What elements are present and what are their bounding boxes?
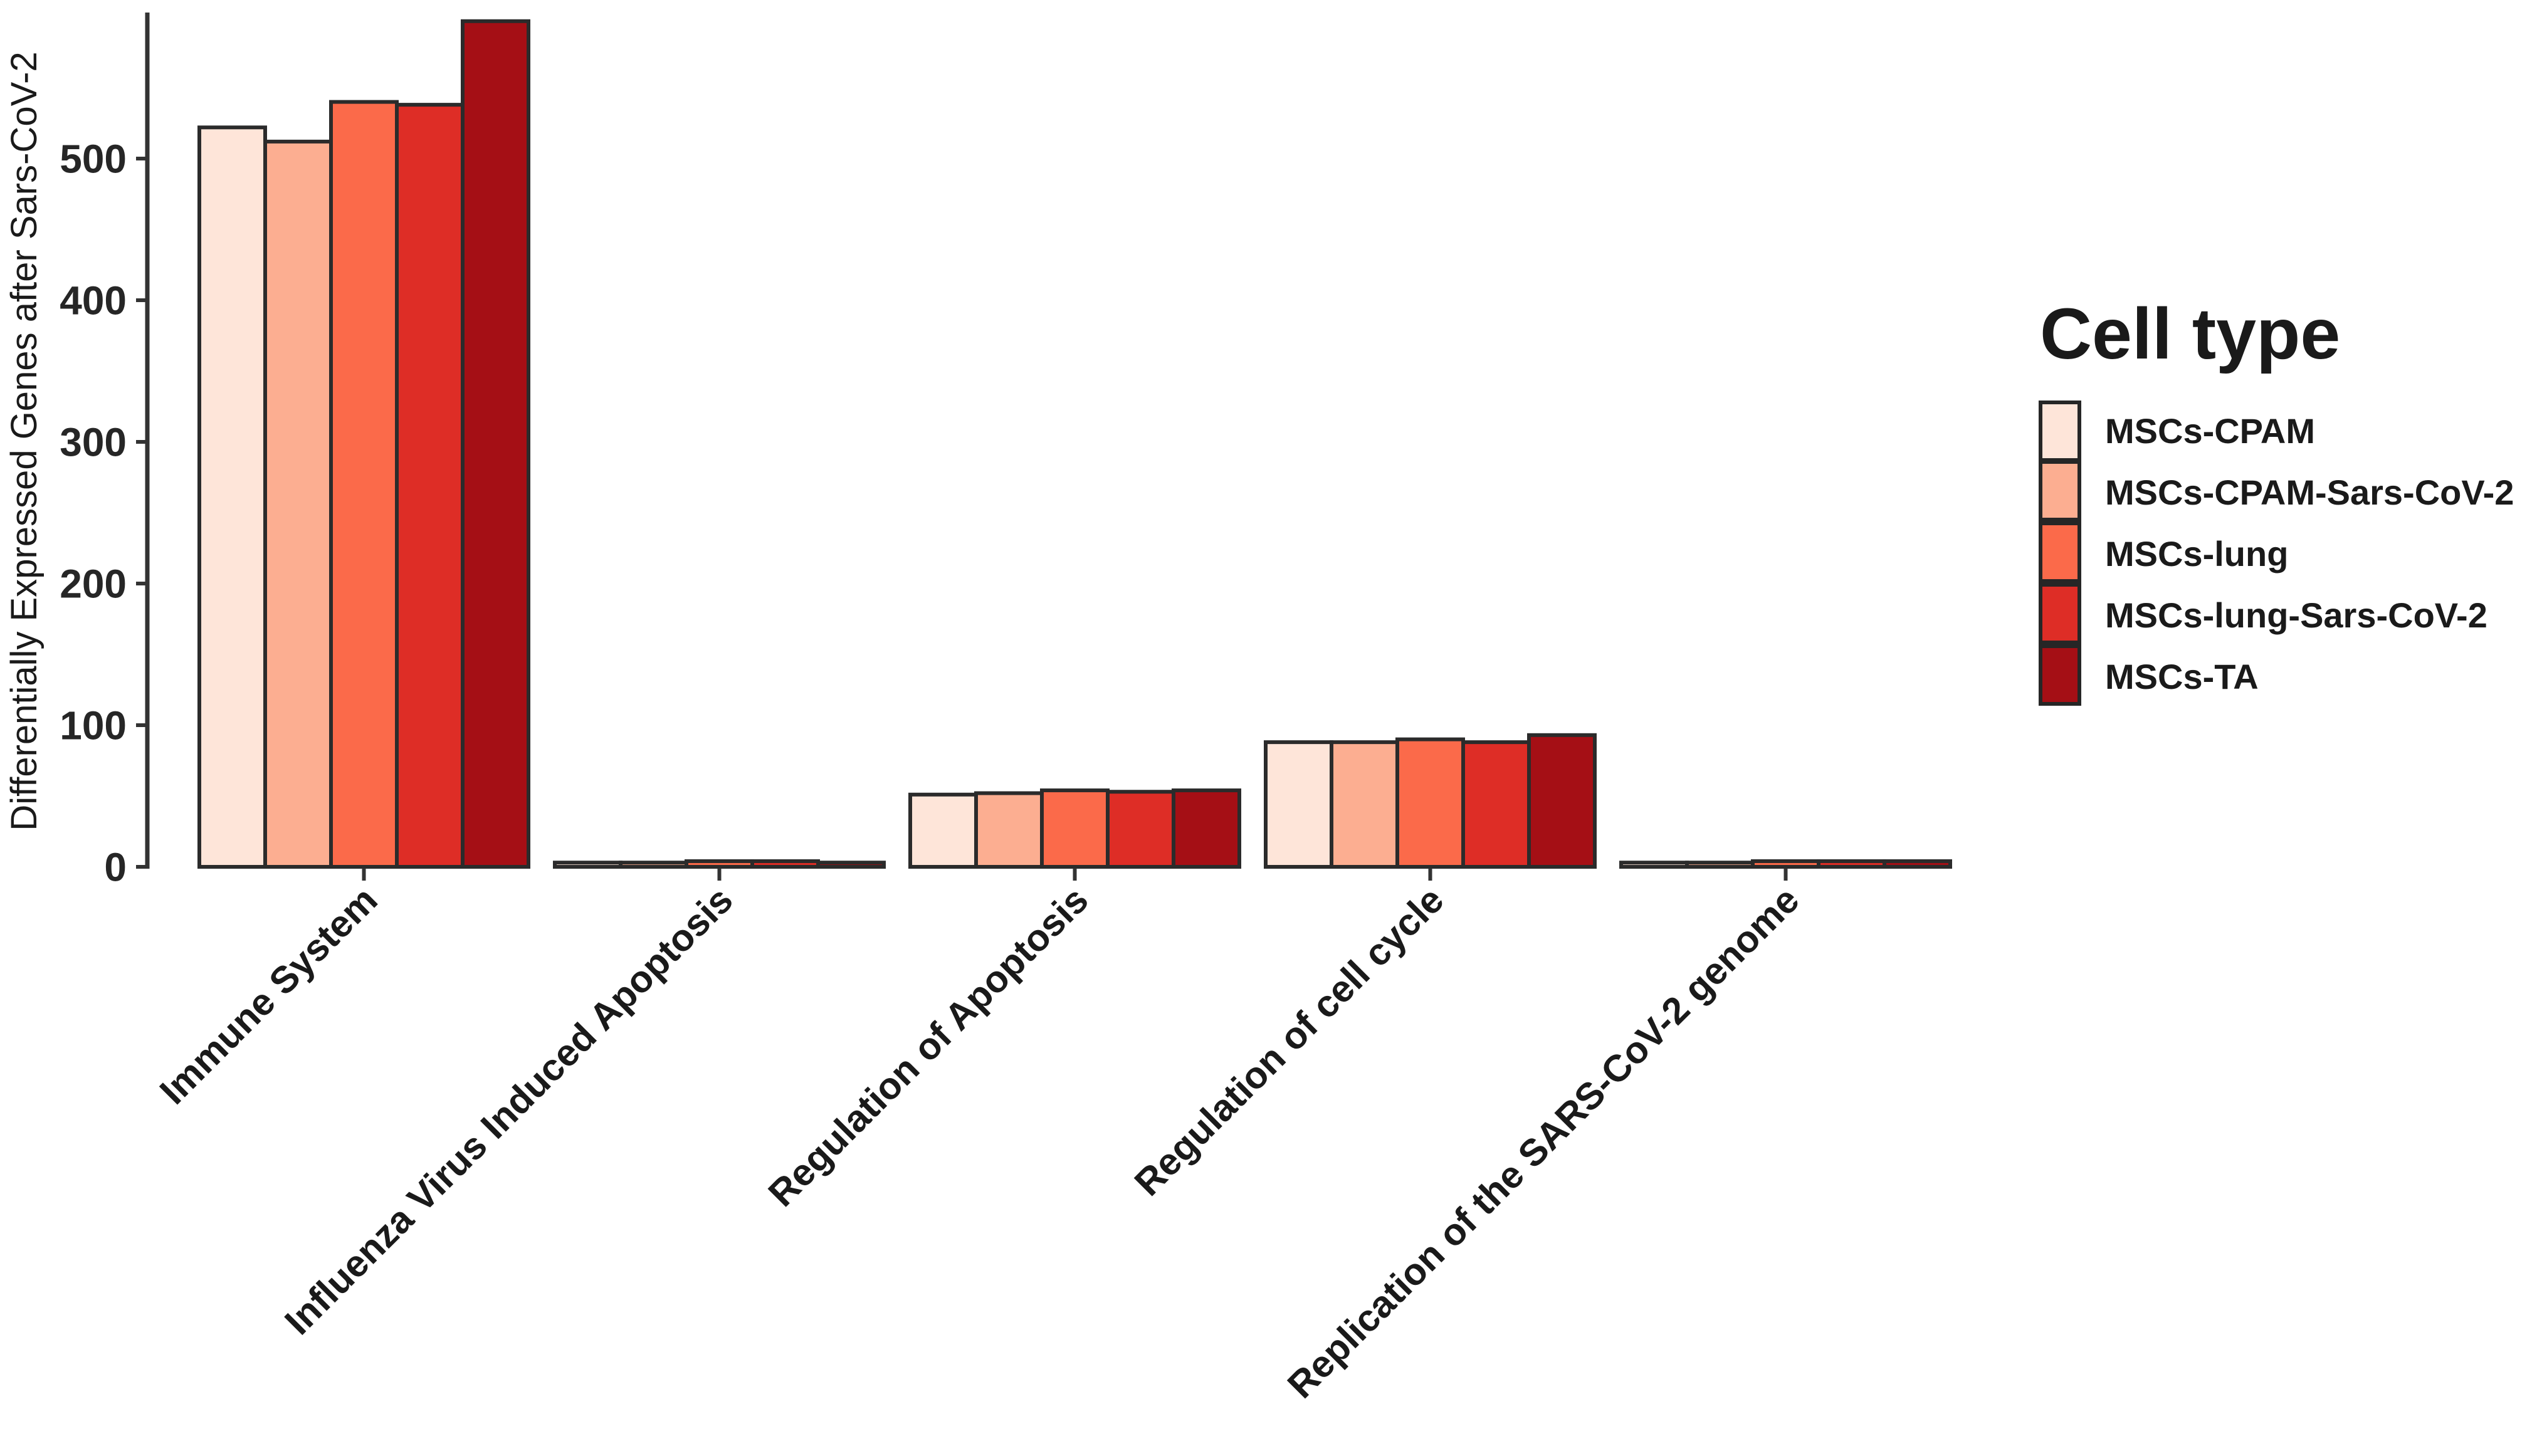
legend-entry: MSCs-lung [2039, 521, 2514, 585]
bar [1330, 740, 1399, 869]
y-tick-label: 100 [60, 703, 127, 748]
y-tick-label: 300 [60, 419, 127, 464]
legend-entry: MSCs-TA [2039, 644, 2514, 708]
y-tick-label: 0 [104, 844, 127, 889]
bar [1685, 861, 1755, 869]
bar [1817, 859, 1886, 869]
x-category-label: Regulation of Apoptosis [760, 879, 1096, 1215]
bar [1619, 861, 1689, 869]
legend-swatch [2039, 521, 2081, 583]
y-tick-label: 200 [60, 561, 127, 606]
legend-swatch [2039, 582, 2081, 644]
y-tick-label: 500 [60, 136, 127, 181]
legend-label: MSCs-CPAM-Sars-CoV-2 [2105, 473, 2514, 512]
bar [263, 139, 333, 869]
bar [1264, 740, 1333, 869]
bar [1040, 788, 1110, 869]
x-category-label: Influenza Virus Induced Apoptosis [276, 879, 740, 1343]
legend-entries: MSCs-CPAM MSCs-CPAM-Sars-CoV-2 MSCs-lung MS… [2039, 400, 2514, 708]
bar [974, 791, 1044, 869]
bar [395, 103, 465, 869]
legend: Cell type MSCs-CPAM MSCs-CPAM-Sars-CoV-2 M… [2039, 295, 2514, 708]
bar [908, 792, 978, 869]
bar [1395, 737, 1465, 869]
bar [461, 19, 530, 869]
bar [619, 861, 688, 869]
bar [197, 125, 267, 869]
bar [553, 861, 622, 869]
legend-label: MSCs-TA [2105, 657, 2259, 696]
legend-swatch [2039, 644, 2081, 706]
bar [1172, 788, 1241, 869]
x-category-label: Regulation of cell cycle [1127, 879, 1452, 1204]
bar [1751, 859, 1820, 869]
legend-swatch [2039, 459, 2081, 521]
legend-label: MSCs-lung-Sars-CoV-2 [2105, 595, 2487, 635]
bar [816, 861, 886, 869]
legend-label: MSCs-CPAM [2105, 411, 2315, 451]
legend-entry: MSCs-CPAM [2039, 400, 2514, 462]
legend-entry: MSCs-CPAM-Sars-CoV-2 [2039, 459, 2514, 523]
legend-label: MSCs-lung [2105, 534, 2289, 573]
bar [1883, 859, 1952, 869]
legend-swatch [2039, 400, 2081, 462]
bar [329, 100, 399, 869]
legend-title: Cell type [2040, 294, 2341, 374]
bar [750, 859, 820, 869]
x-category-label: Immune System [152, 879, 386, 1113]
bar [1106, 790, 1175, 869]
bar [1527, 733, 1597, 869]
legend-entry: MSCs-lung-Sars-CoV-2 [2039, 582, 2514, 646]
bar [685, 859, 754, 869]
bars [197, 19, 1952, 869]
bar [1461, 740, 1531, 869]
y-axis: 0 100 200 300 400 500 [60, 13, 150, 889]
y-axis-title: Differentially Expressed Genes after Sar… [4, 51, 45, 830]
y-tick-label: 400 [60, 278, 127, 323]
